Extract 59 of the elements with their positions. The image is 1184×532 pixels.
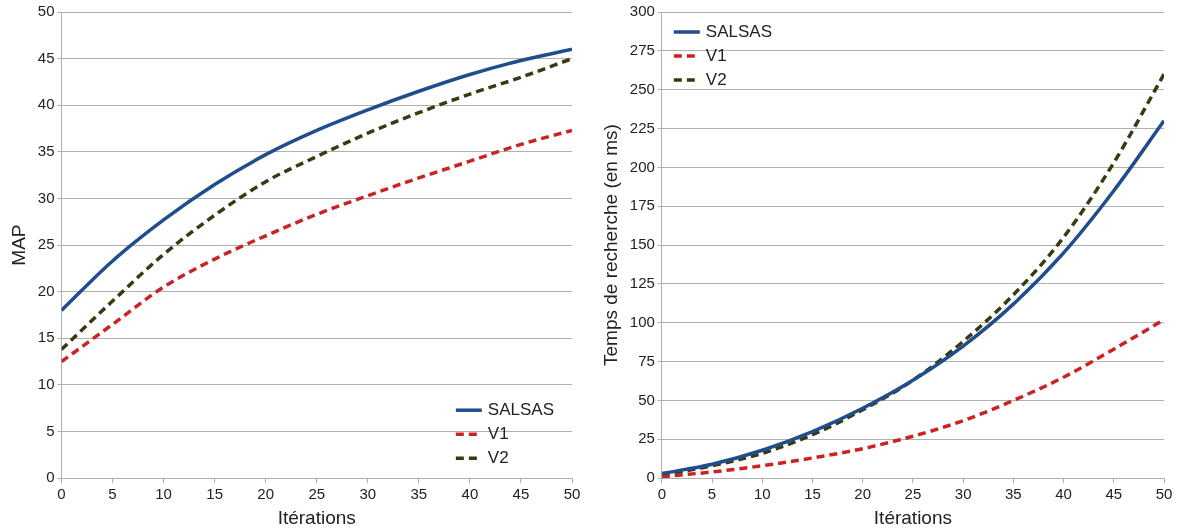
x-tick-label: 10 <box>753 485 771 503</box>
x-tick-label: 40 <box>461 485 479 503</box>
y-tick-label: 100 <box>629 312 655 330</box>
legend-label: SALSAS <box>487 399 555 419</box>
x-tick-label: 25 <box>904 485 922 503</box>
x-tick-label: 20 <box>257 485 275 503</box>
y-tick-label: 150 <box>629 235 655 253</box>
x-tick-label: 5 <box>707 485 717 503</box>
x-axis-title: Itérations <box>873 506 952 528</box>
legend-label: V2 <box>705 69 727 89</box>
y-tick-label: 75 <box>638 351 655 369</box>
x-tick-label: 50 <box>1155 485 1173 503</box>
y-tick-label: 5 <box>46 421 55 439</box>
x-tick-label: 15 <box>206 485 223 503</box>
x-tick-label: 0 <box>57 485 66 503</box>
y-tick-label: 275 <box>629 40 655 58</box>
x-tick-label: 0 <box>657 485 666 503</box>
x-tick-label: 50 <box>563 485 581 503</box>
y-axis-title: MAP <box>7 224 29 266</box>
y-tick-label: 30 <box>37 188 55 206</box>
x-tick-label: 30 <box>359 485 377 503</box>
y-tick-label: 175 <box>629 196 655 214</box>
legend-label: V2 <box>487 447 509 467</box>
x-tick-label: 25 <box>308 485 326 503</box>
y-tick-label: 0 <box>646 468 655 486</box>
y-tick-label: 10 <box>37 375 55 393</box>
y-axis-title: Temps de recherche (en ms) <box>599 124 621 367</box>
line-series <box>61 47 572 313</box>
y-tick-label: 125 <box>629 274 655 292</box>
legend-label: SALSAS <box>705 21 772 41</box>
x-axis-title: Itérations <box>277 506 356 528</box>
x-tick-label: 20 <box>854 485 872 503</box>
x-tick-label: 40 <box>1055 485 1072 503</box>
y-tick-label: 225 <box>629 118 655 136</box>
line-series <box>61 56 572 352</box>
y-tick-label: 40 <box>37 95 55 113</box>
x-tick-label: 45 <box>512 485 530 503</box>
y-tick-label: 50 <box>37 2 55 20</box>
x-tick-label: 5 <box>108 485 117 503</box>
y-tick-label: 0 <box>46 468 55 486</box>
line-series <box>61 128 572 364</box>
x-tick-label: 30 <box>954 485 972 503</box>
y-tick-label: 200 <box>629 157 655 175</box>
x-tick-label: 15 <box>804 485 821 503</box>
x-tick-label: 10 <box>155 485 172 503</box>
y-tick-label: 35 <box>37 142 55 159</box>
x-tick-label: 35 <box>1005 485 1022 503</box>
y-tick-label: 20 <box>37 281 55 299</box>
x-tick-label: 35 <box>410 485 428 503</box>
y-tick-label: 50 <box>638 390 655 408</box>
x-tick-label: 45 <box>1105 485 1123 503</box>
y-tick-label: 250 <box>629 79 655 97</box>
legend-label: V1 <box>705 45 727 65</box>
y-tick-label: 300 <box>629 2 655 20</box>
y-tick-label: 15 <box>37 328 55 346</box>
y-tick-label: 25 <box>37 235 55 253</box>
y-tick-label: 25 <box>638 429 655 447</box>
y-tick-label: 45 <box>37 48 55 66</box>
legend-label: V1 <box>487 423 509 443</box>
